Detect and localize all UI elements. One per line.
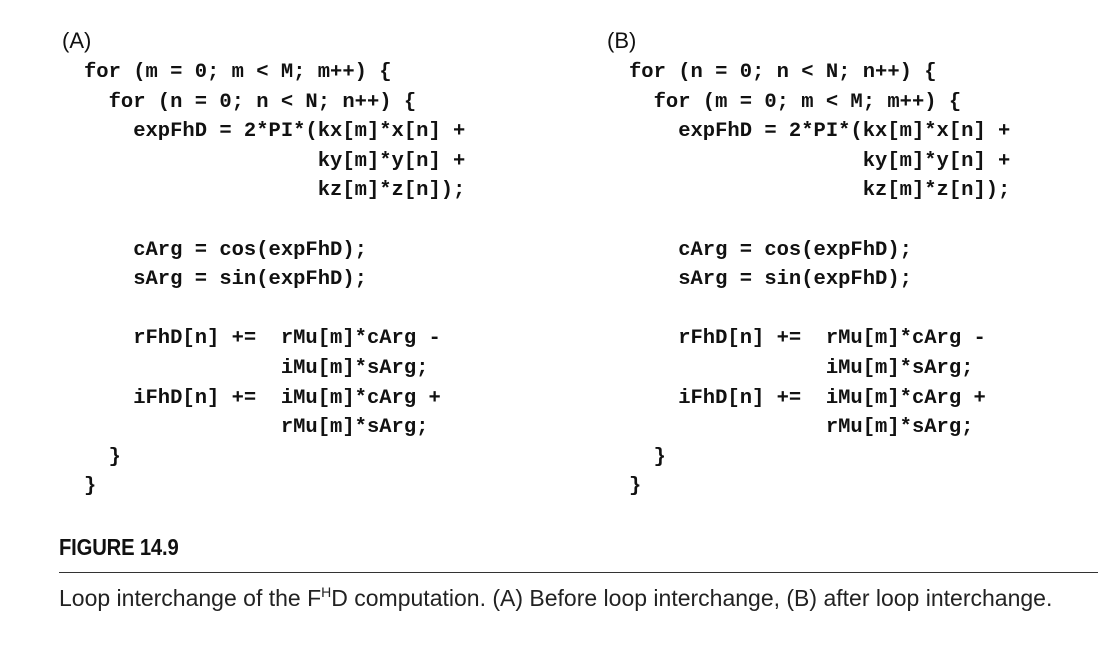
code-line: ky[m]*y[n] + <box>629 149 1011 173</box>
code-line: cArg = cos(expFhD); <box>629 238 912 262</box>
panel-b: (B) for (n = 0; n < N; n++) { for (m = 0… <box>607 26 1010 502</box>
code-line: ky[m]*y[n] + <box>84 149 466 173</box>
code-line: } <box>84 475 97 499</box>
code-line: rMu[m]*sArg; <box>84 416 429 440</box>
panel-label: (B) <box>607 28 637 53</box>
code-line: rFhD[n] += rMu[m]*cArg - <box>629 327 986 351</box>
figure-label: FIGURE 14.9 <box>59 534 179 560</box>
panel-label: (A) <box>62 28 92 53</box>
code-line: iMu[m]*sArg; <box>84 356 429 380</box>
code-line: cArg = cos(expFhD); <box>84 238 367 262</box>
caption-text: Loop interchange of the F <box>59 585 322 611</box>
code-line: rFhD[n] += rMu[m]*cArg - <box>84 327 441 351</box>
panel-a: (A) for (m = 0; m < M; m++) { for (n = 0… <box>62 26 465 502</box>
code-line: sArg = sin(expFhD); <box>629 268 912 292</box>
code-line: expFhD = 2*PI*(kx[m]*x[n] + <box>629 120 1011 144</box>
code-line <box>629 206 1010 236</box>
code-line: } <box>629 445 666 469</box>
code-line <box>629 295 1010 325</box>
caption-superscript: H <box>321 584 332 600</box>
code-line: for (m = 0; m < M; m++) { <box>629 90 962 114</box>
code-line <box>84 295 465 325</box>
figure-divider <box>59 572 1098 573</box>
code-line: } <box>84 445 121 469</box>
caption-text: D computation. (A) Before loop interchan… <box>331 585 1053 611</box>
figure-caption: Loop interchange of the FHD computation.… <box>59 582 1059 614</box>
code-line: } <box>629 475 642 499</box>
code-line <box>84 206 465 236</box>
code-line: expFhD = 2*PI*(kx[m]*x[n] + <box>84 120 466 144</box>
code-block: for (m = 0; m < M; m++) { for (n = 0; n … <box>84 58 465 502</box>
code-line: rMu[m]*sArg; <box>629 416 974 440</box>
code-line: kz[m]*z[n]); <box>629 179 1011 203</box>
code-line: for (m = 0; m < M; m++) { <box>84 61 392 84</box>
code-line: sArg = sin(expFhD); <box>84 268 367 292</box>
code-line: iFhD[n] += iMu[m]*cArg + <box>629 386 986 410</box>
code-line: kz[m]*z[n]); <box>84 179 466 203</box>
code-block: for (n = 0; n < N; n++) { for (m = 0; m … <box>629 58 1010 502</box>
code-line: for (n = 0; n < N; n++) { <box>629 61 937 84</box>
code-line: iFhD[n] += iMu[m]*cArg + <box>84 386 441 410</box>
code-line: iMu[m]*sArg; <box>629 356 974 380</box>
code-line: for (n = 0; n < N; n++) { <box>84 90 417 114</box>
